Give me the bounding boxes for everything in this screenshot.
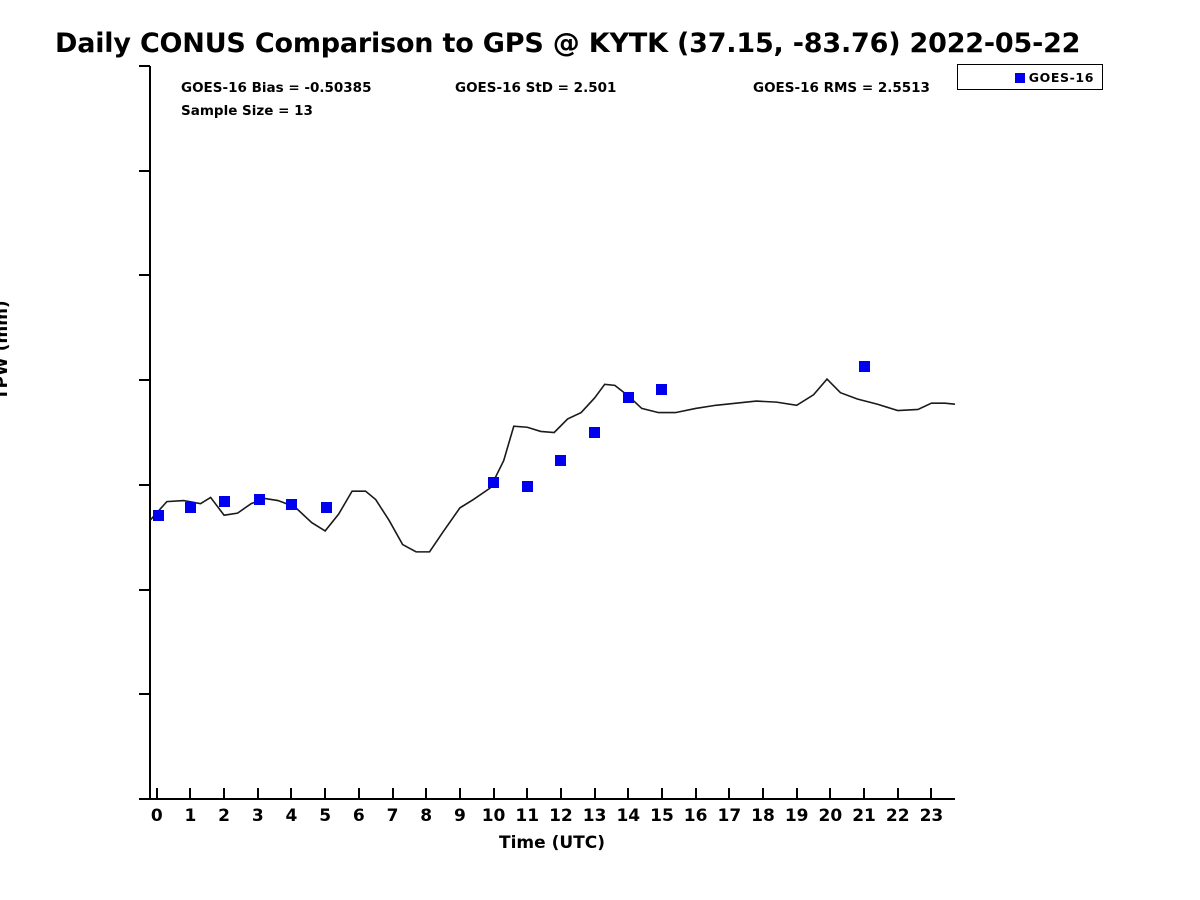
x-tick [155, 788, 158, 799]
x-tick [526, 788, 529, 799]
x-tick [593, 788, 596, 799]
x-tick-label: 3 [251, 806, 264, 826]
x-tick-label: 9 [453, 806, 466, 826]
x-tick-label: 19 [784, 806, 809, 826]
y-tick [139, 379, 150, 382]
data-point-marker [488, 477, 500, 489]
x-tick [357, 788, 360, 799]
gps-line-path [149, 377, 956, 553]
x-tick-label: 8 [420, 806, 433, 826]
x-tick-label: 14 [616, 806, 641, 826]
data-point-marker [184, 502, 196, 514]
y-axis-line [149, 66, 151, 800]
data-point-marker [152, 509, 164, 521]
x-tick-label: 18 [751, 806, 775, 826]
data-point-marker [521, 481, 533, 493]
x-tick-label: 4 [285, 806, 298, 826]
gps-line-series [149, 377, 956, 553]
x-tick [223, 788, 226, 799]
x-tick [930, 788, 933, 799]
y-tick [139, 169, 150, 172]
legend-marker-goes16 [1015, 73, 1025, 83]
x-tick-label: 5 [319, 806, 332, 826]
stat-rms: GOES-16 RMS = 2.5513 [753, 80, 930, 96]
x-tick-label: 2 [218, 806, 231, 826]
x-tick [425, 788, 428, 799]
stat-std: GOES-16 StD = 2.501 [455, 80, 617, 96]
x-tick-label: 16 [683, 806, 708, 826]
data-point-marker [589, 427, 601, 438]
x-tick-label: 7 [386, 806, 399, 826]
data-point-marker [218, 496, 230, 508]
y-axis-label: TPW (mm) [0, 300, 12, 400]
legend: GOES-16 [957, 64, 1103, 90]
y-tick [139, 693, 150, 696]
page-title: Daily CONUS Comparison to GPS @ KYTK (37… [55, 28, 1081, 59]
x-tick-label: 11 [515, 806, 540, 826]
x-tick-label: 21 [852, 806, 876, 826]
x-tick [324, 788, 327, 799]
x-tick [896, 788, 899, 799]
x-tick [694, 788, 697, 799]
x-tick-label: 20 [818, 806, 843, 826]
x-tick-label: 17 [717, 806, 742, 826]
data-point-marker [285, 499, 297, 511]
x-tick-label: 23 [919, 806, 944, 826]
x-tick-label: 15 [650, 806, 674, 826]
data-point-marker [555, 455, 567, 467]
x-tick [795, 788, 798, 799]
x-tick-label: 12 [549, 806, 573, 826]
x-tick [391, 788, 394, 799]
y-tick [139, 588, 150, 591]
x-tick [492, 788, 495, 799]
y-tick [139, 274, 150, 277]
x-tick [290, 788, 293, 799]
x-tick-label: 0 [150, 806, 163, 826]
stat-sample-size: Sample Size = 13 [181, 103, 313, 119]
y-tick [139, 483, 150, 486]
x-tick [762, 788, 764, 799]
data-point-marker [858, 361, 870, 373]
x-tick [559, 788, 562, 799]
x-tick-label: 13 [582, 806, 607, 826]
x-tick [189, 788, 192, 799]
y-tick [139, 798, 150, 800]
data-point-marker [622, 392, 634, 404]
stat-bias: GOES-16 Bias = -0.50385 [181, 80, 372, 96]
y-tick [139, 65, 150, 67]
legend-label-goes16: GOES-16 [1028, 70, 1094, 85]
data-point-marker [321, 502, 333, 514]
data-point-marker [253, 494, 265, 506]
x-tick [458, 788, 461, 799]
x-tick [728, 788, 731, 799]
x-tick [863, 788, 866, 799]
x-tick-label: 1 [184, 806, 197, 826]
plot-area [149, 66, 956, 799]
x-tick [660, 788, 663, 799]
data-point-marker [656, 384, 668, 396]
x-tick [829, 788, 832, 799]
x-tick-label: 6 [352, 806, 365, 826]
x-axis-line [149, 798, 955, 800]
x-tick-label: 10 [481, 806, 506, 826]
x-tick [627, 788, 630, 799]
x-tick [256, 788, 259, 799]
x-axis-label: Time (UTC) [498, 833, 605, 853]
x-tick-label: 22 [885, 806, 910, 826]
